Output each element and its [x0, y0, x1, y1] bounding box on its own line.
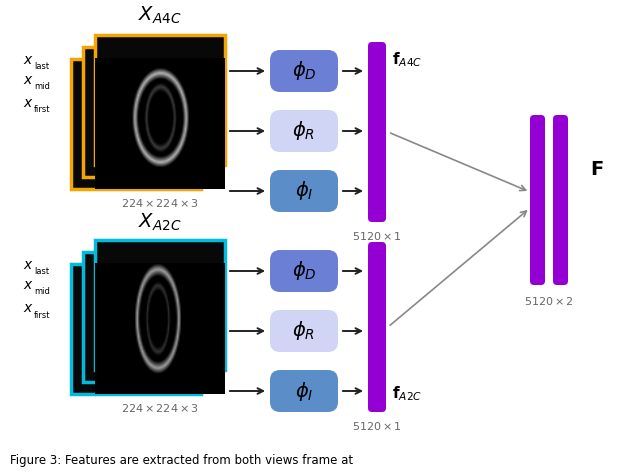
- FancyBboxPatch shape: [553, 115, 568, 285]
- Text: Figure 3: Features are extracted from both views frame at: Figure 3: Features are extracted from bo…: [10, 454, 353, 466]
- Bar: [95, 240, 225, 370]
- Text: $x$: $x$: [23, 258, 34, 272]
- Text: $\phi_R$: $\phi_R$: [292, 120, 316, 142]
- Text: $\mathbf{f}_{A4C}$: $\mathbf{f}_{A4C}$: [392, 51, 422, 70]
- FancyBboxPatch shape: [368, 42, 386, 222]
- Text: $\phi_R$: $\phi_R$: [292, 319, 316, 342]
- FancyBboxPatch shape: [530, 115, 545, 285]
- Bar: [95, 35, 225, 165]
- FancyBboxPatch shape: [368, 242, 386, 412]
- Text: $224 \times 224 \times 3$: $224 \times 224 \times 3$: [121, 402, 199, 414]
- Text: $x$: $x$: [23, 301, 34, 315]
- FancyBboxPatch shape: [270, 250, 338, 292]
- Text: $\phi_I$: $\phi_I$: [295, 179, 313, 202]
- Text: $X_{A4C}$: $X_{A4C}$: [138, 4, 182, 26]
- Text: $x$: $x$: [23, 96, 34, 110]
- Text: $\mathbf{F}$: $\mathbf{F}$: [590, 161, 604, 179]
- FancyBboxPatch shape: [270, 110, 338, 152]
- FancyBboxPatch shape: [270, 50, 338, 92]
- Text: $5120 \times 1$: $5120 \times 1$: [352, 420, 402, 432]
- Bar: [71, 59, 201, 189]
- Text: $x$: $x$: [23, 278, 34, 292]
- Bar: [83, 252, 213, 382]
- Bar: [83, 47, 213, 177]
- Text: $\phi_I$: $\phi_I$: [295, 379, 313, 403]
- Text: $5120 \times 2$: $5120 \times 2$: [524, 295, 574, 307]
- FancyBboxPatch shape: [270, 170, 338, 212]
- FancyBboxPatch shape: [270, 370, 338, 412]
- Text: last: last: [34, 268, 49, 277]
- Text: $\phi_D$: $\phi_D$: [292, 260, 316, 282]
- Text: $x$: $x$: [23, 73, 34, 87]
- Text: mid: mid: [34, 82, 50, 91]
- Text: $\mathbf{f}_{A2C}$: $\mathbf{f}_{A2C}$: [392, 385, 422, 403]
- Bar: [71, 264, 201, 394]
- Text: $X_{A2C}$: $X_{A2C}$: [138, 211, 182, 233]
- Text: last: last: [34, 62, 49, 71]
- Text: first: first: [34, 310, 51, 319]
- Text: first: first: [34, 105, 51, 114]
- Text: mid: mid: [34, 288, 50, 297]
- Text: $\phi_D$: $\phi_D$: [292, 60, 316, 82]
- Text: $224 \times 224 \times 3$: $224 \times 224 \times 3$: [121, 197, 199, 209]
- Text: $x$: $x$: [23, 53, 34, 67]
- FancyBboxPatch shape: [270, 310, 338, 352]
- Text: $5120 \times 1$: $5120 \times 1$: [352, 230, 402, 242]
